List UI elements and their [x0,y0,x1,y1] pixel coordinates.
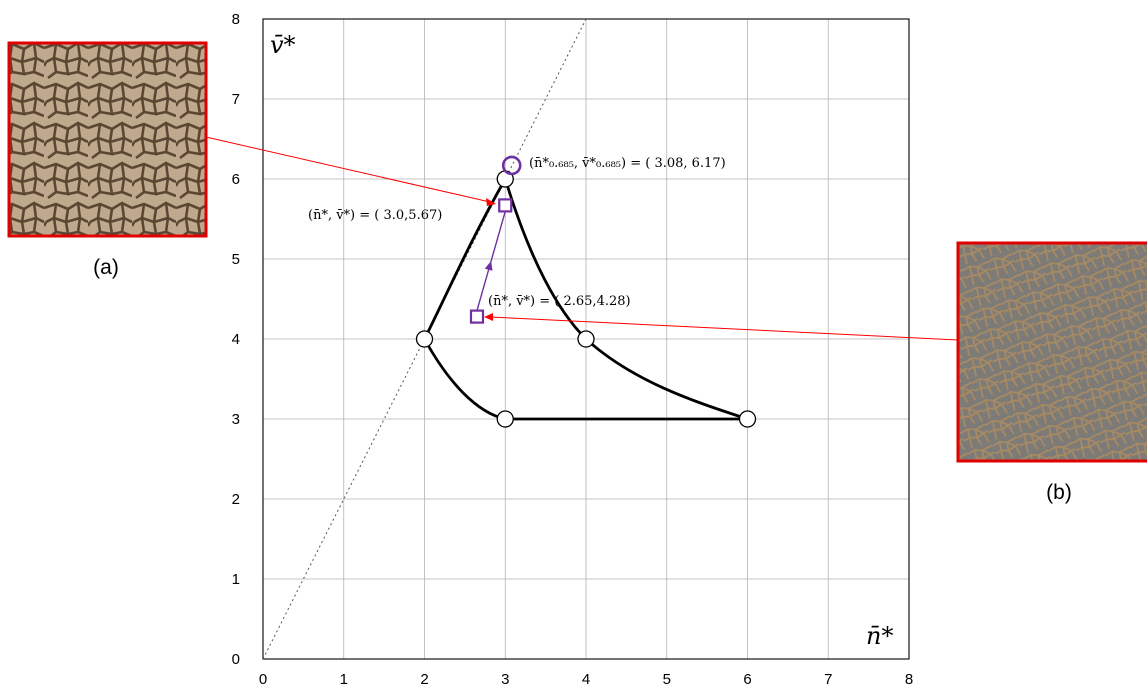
state-markers [469,155,522,324]
x-tick-label-5: 5 [663,671,671,688]
annotation-state-b: (n̄*, v̄*) = ( 2.65,4.28) [488,294,631,309]
panel-b-label: (b) [1046,481,1072,504]
x-tick-label-1: 1 [340,671,348,688]
y-tick-label-4: 4 [232,331,240,348]
y-tick-label-5: 5 [232,251,240,268]
vertex-3 [496,410,514,428]
trajectory-line [476,211,506,311]
grid-lines [263,19,909,659]
x-tick-label-8: 8 [905,671,913,688]
pointer-line-a [205,136,491,203]
boundary-curve-2 [423,338,506,421]
y-tick-label-1: 1 [232,571,240,588]
vertex-2 [577,330,595,348]
x-tick-label-7: 7 [824,671,832,688]
y-axis-label: v̄* [270,31,296,59]
x-tick-label-3: 3 [501,671,509,688]
pointer-lines [205,136,959,341]
y-tick-label-6: 6 [232,171,240,188]
panel-a-border [7,41,208,238]
x-tick-label-6: 6 [743,671,751,688]
panel-b-border [956,241,1147,463]
panel-a-label: (a) [93,256,119,279]
x-tick-label-4: 4 [582,671,590,688]
tick-labels: 0 1 2 3 4 5 6 7 8 0 1 2 3 4 5 6 7 8 [232,11,914,688]
marker-square-2 [469,309,485,324]
boundary-vertices [415,170,757,428]
y-tick-label-7: 7 [232,91,240,108]
x-tick-label-2: 2 [420,671,428,688]
y-tick-label-2: 2 [232,491,240,508]
marker-square-1 [498,198,513,213]
panel-a-image [9,43,206,236]
x-tick-label-0: 0 [259,671,267,688]
annotation-equilibrium: (n̄*₀.₆₈₅, v̄*₀.₆₈₅) = ( 3.08, 6.17) [529,156,726,171]
x-axis-label: n̄* [866,622,893,650]
boundary-curve-0 [423,178,507,340]
y-tick-label-0: 0 [232,651,240,668]
panel-a: (a) [7,41,208,279]
pointer-line-b [489,316,959,341]
vertex-1 [415,330,434,348]
pointer-arrowhead-b [484,313,493,321]
trajectory-arrow [476,211,506,311]
pointer-arrowhead-a [486,198,496,206]
annotation-state-a: (n̄*, v̄*) = ( 3.0,5.67) [308,208,442,223]
y-tick-label-8: 8 [232,11,240,28]
panel-b-image [958,243,1147,461]
y-tick-label-3: 3 [232,411,240,428]
panel-b: (b) [956,241,1147,504]
vertex-4 [738,410,757,428]
marker-circle-0 [501,155,522,176]
trajectory-arrowhead [484,261,493,271]
